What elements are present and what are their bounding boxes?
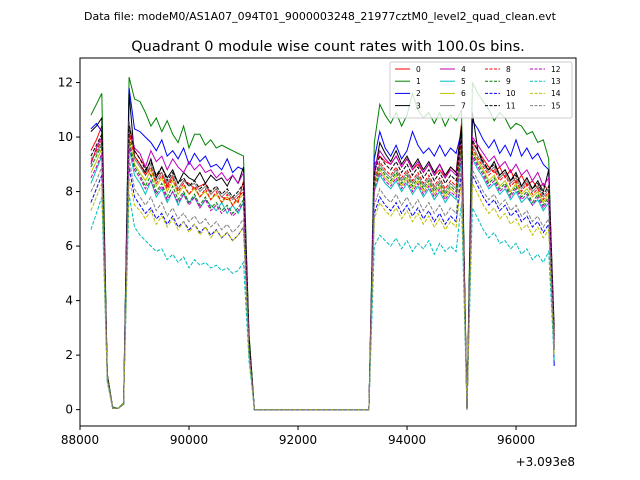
chart-title: Quadrant 0 module wise count rates with …: [131, 39, 525, 55]
y-tick-label: 0: [65, 403, 73, 417]
series-line-8: [90, 134, 555, 411]
series-line-5: [90, 147, 555, 411]
legend-label-3: 3: [416, 101, 421, 110]
legend-label-5: 5: [461, 77, 466, 86]
x-offset-label: +3.093e8: [516, 455, 575, 469]
legend-label-7: 7: [461, 101, 466, 110]
series-line-2: [90, 87, 555, 411]
legend-label-2: 2: [416, 89, 421, 98]
y-tick-label: 6: [65, 239, 73, 253]
series-line-11: [90, 125, 555, 411]
series-line-14: [90, 177, 555, 411]
x-tick-label: 88000: [61, 433, 99, 447]
legend-label-4: 4: [461, 65, 466, 74]
legend-label-15: 15: [551, 101, 561, 110]
legend-label-14: 14: [551, 89, 561, 98]
y-tick-label: 8: [65, 185, 73, 199]
legend-label-12: 12: [551, 65, 561, 74]
legend-label-6: 6: [461, 89, 466, 98]
chart-suptitle: Data file: modeM0/AS1A07_094T01_90000032…: [84, 10, 557, 23]
x-tick-label: 96000: [497, 433, 535, 447]
y-tick-label: 12: [58, 76, 73, 90]
series-layer: [90, 76, 555, 411]
legend-label-8: 8: [506, 65, 511, 74]
x-tick-label: 92000: [279, 433, 317, 447]
x-tick-label: 94000: [388, 433, 426, 447]
legend-label-1: 1: [416, 77, 421, 86]
x-tick-label: 90000: [170, 433, 208, 447]
legend-label-10: 10: [506, 89, 516, 98]
legend-box: [389, 61, 573, 119]
y-tick-label: 2: [65, 348, 73, 362]
series-line-3: [90, 93, 555, 411]
legend-label-9: 9: [506, 77, 511, 86]
y-tick-label: 4: [65, 294, 73, 308]
series-line-1: [90, 76, 555, 411]
legend-label-0: 0: [416, 65, 421, 74]
legend-label-13: 13: [551, 77, 561, 86]
series-line-15: [90, 158, 555, 411]
legend-label-11: 11: [506, 101, 516, 110]
plot-frame: [79, 57, 577, 427]
series-line-13: [90, 194, 555, 411]
series-line-10: [90, 166, 555, 411]
series-line-12: [90, 145, 555, 411]
y-tick-label: 10: [58, 130, 73, 144]
series-line-7: [90, 120, 555, 411]
